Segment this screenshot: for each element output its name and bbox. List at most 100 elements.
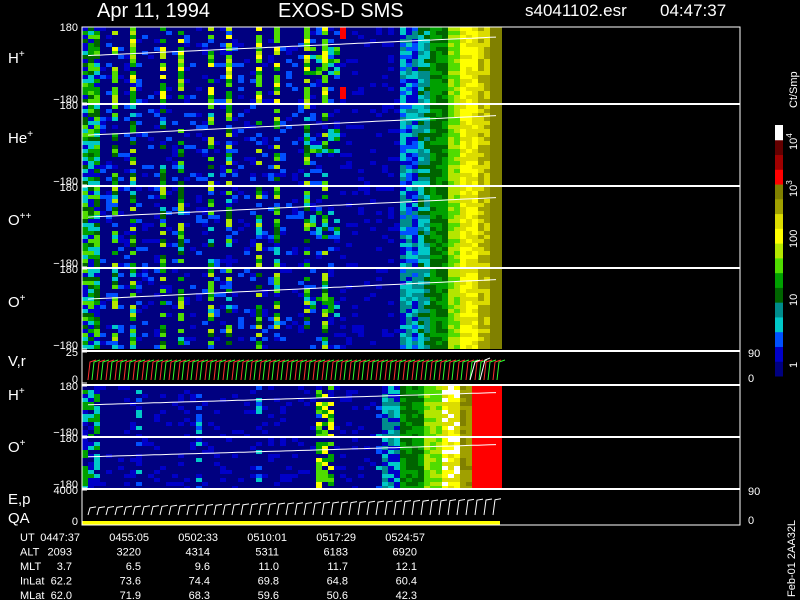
spectrogram-cell [226,149,232,153]
spectrogram-cell [340,137,346,141]
spectrogram-cell [418,255,424,259]
spectrogram-cell [448,105,454,109]
spectrogram-cell [358,165,364,169]
spectrogram-cell [196,285,202,289]
spectrogram-cell [460,251,466,255]
spectrogram-cell [274,113,280,117]
spectrogram-cell [388,43,394,47]
spectrogram-cell [394,95,400,99]
spectrogram-cell [208,333,214,337]
spectrogram-cell [304,211,310,215]
spectrogram-cell [394,91,400,95]
spectrogram-cell [118,129,124,133]
spectrogram-cell [250,301,256,305]
spectrogram-cell [232,255,238,259]
spectrogram-cell [166,79,172,83]
spectrogram-cell [292,231,298,235]
spectrogram-cell [106,145,112,149]
spectrogram-cell [202,289,208,293]
spectrogram-cell [388,87,394,91]
spectrogram-cell [304,251,310,255]
spectrogram-cell [118,215,124,219]
spectrogram-cell [310,223,316,227]
spectrogram-cell [184,59,190,63]
spectrogram-cell [448,47,454,51]
spectrogram-cell [322,47,328,51]
spectrogram-cell [370,231,376,235]
spectrogram-cell [376,79,382,83]
spectrogram-cell [184,251,190,255]
spectrogram-cell [88,169,94,173]
spectrogram-cell [232,109,238,113]
spectrogram-cell [202,137,208,141]
spectrogram-cell [256,109,262,113]
spectrogram-cell [280,83,286,87]
spectrogram-cell [292,325,298,329]
spectrogram-cell [388,105,394,109]
spectrogram-cell [448,239,454,243]
spectrogram-cell [382,219,388,223]
spectrogram-cell [340,211,346,215]
spectrogram-cell [190,321,196,325]
spectrogram-cell [196,153,202,157]
spectrogram-cell [214,47,220,51]
spectrogram-cell [400,67,406,71]
spectrogram-cell [442,199,448,203]
spectrogram-cell [298,161,304,165]
spectrogram-cell [148,333,154,337]
spectrogram-cell [304,113,310,117]
spectrogram-cell [190,235,196,239]
spectrogram-cell [94,309,100,313]
spectrogram-cell [166,187,172,191]
spectrogram-cell [430,63,436,67]
spectrogram-cell [448,91,454,95]
spectrogram-cell [286,191,292,195]
spectrogram-cell [166,259,172,263]
spectrogram-cell [112,191,118,195]
spectrogram-cell [394,141,400,145]
spectrogram-cell [166,177,172,181]
spectrogram-cell [262,191,268,195]
spectrogram-cell [436,71,442,75]
spectrogram-cell [256,141,262,145]
spectrogram-cell [142,263,148,267]
spectrogram-cell [328,99,334,103]
spectrogram-cell [130,87,136,91]
spectrogram-cell [130,263,136,267]
spectrogram-cell [172,301,178,305]
spectrogram-cell [358,129,364,133]
spectrogram-cell [370,161,376,165]
spectrogram-cell [190,251,196,255]
spectrogram-cell [136,149,142,153]
spectrogram-cell [112,337,118,341]
spectrogram-cell [412,161,418,165]
spectrogram-cell [160,317,166,321]
spectrogram-cell [130,39,136,43]
spectrogram-cell [286,83,292,87]
spectrogram-cell [376,137,382,141]
spectrogram-cell [430,137,436,141]
spectrogram-cell [100,263,106,267]
spectrogram-cell [250,187,256,191]
spectrogram-cell [442,239,448,243]
spectrogram-cell [322,341,328,345]
spectrogram-cell [298,263,304,267]
spectrogram-cell [232,345,238,349]
spectrogram-cell [448,161,454,165]
spectrogram-cell [154,321,160,325]
spectrogram-cell [268,173,274,177]
spectrogram-cell [154,157,160,161]
spectrogram-cell [364,43,370,47]
spectrogram-cell [364,79,370,83]
spectrogram-cell [106,277,112,281]
spectrogram-cell [352,55,358,59]
spectrogram-cell [352,235,358,239]
spectrogram-cell [154,91,160,95]
spectrogram-cell [316,27,322,31]
spectrogram-cell [478,149,484,153]
spectrogram-cell [328,59,334,63]
spectrogram-cell [154,227,160,231]
spectrogram-cell [304,71,310,75]
spectrogram-cell [298,215,304,219]
spectrogram-cell [208,215,214,219]
